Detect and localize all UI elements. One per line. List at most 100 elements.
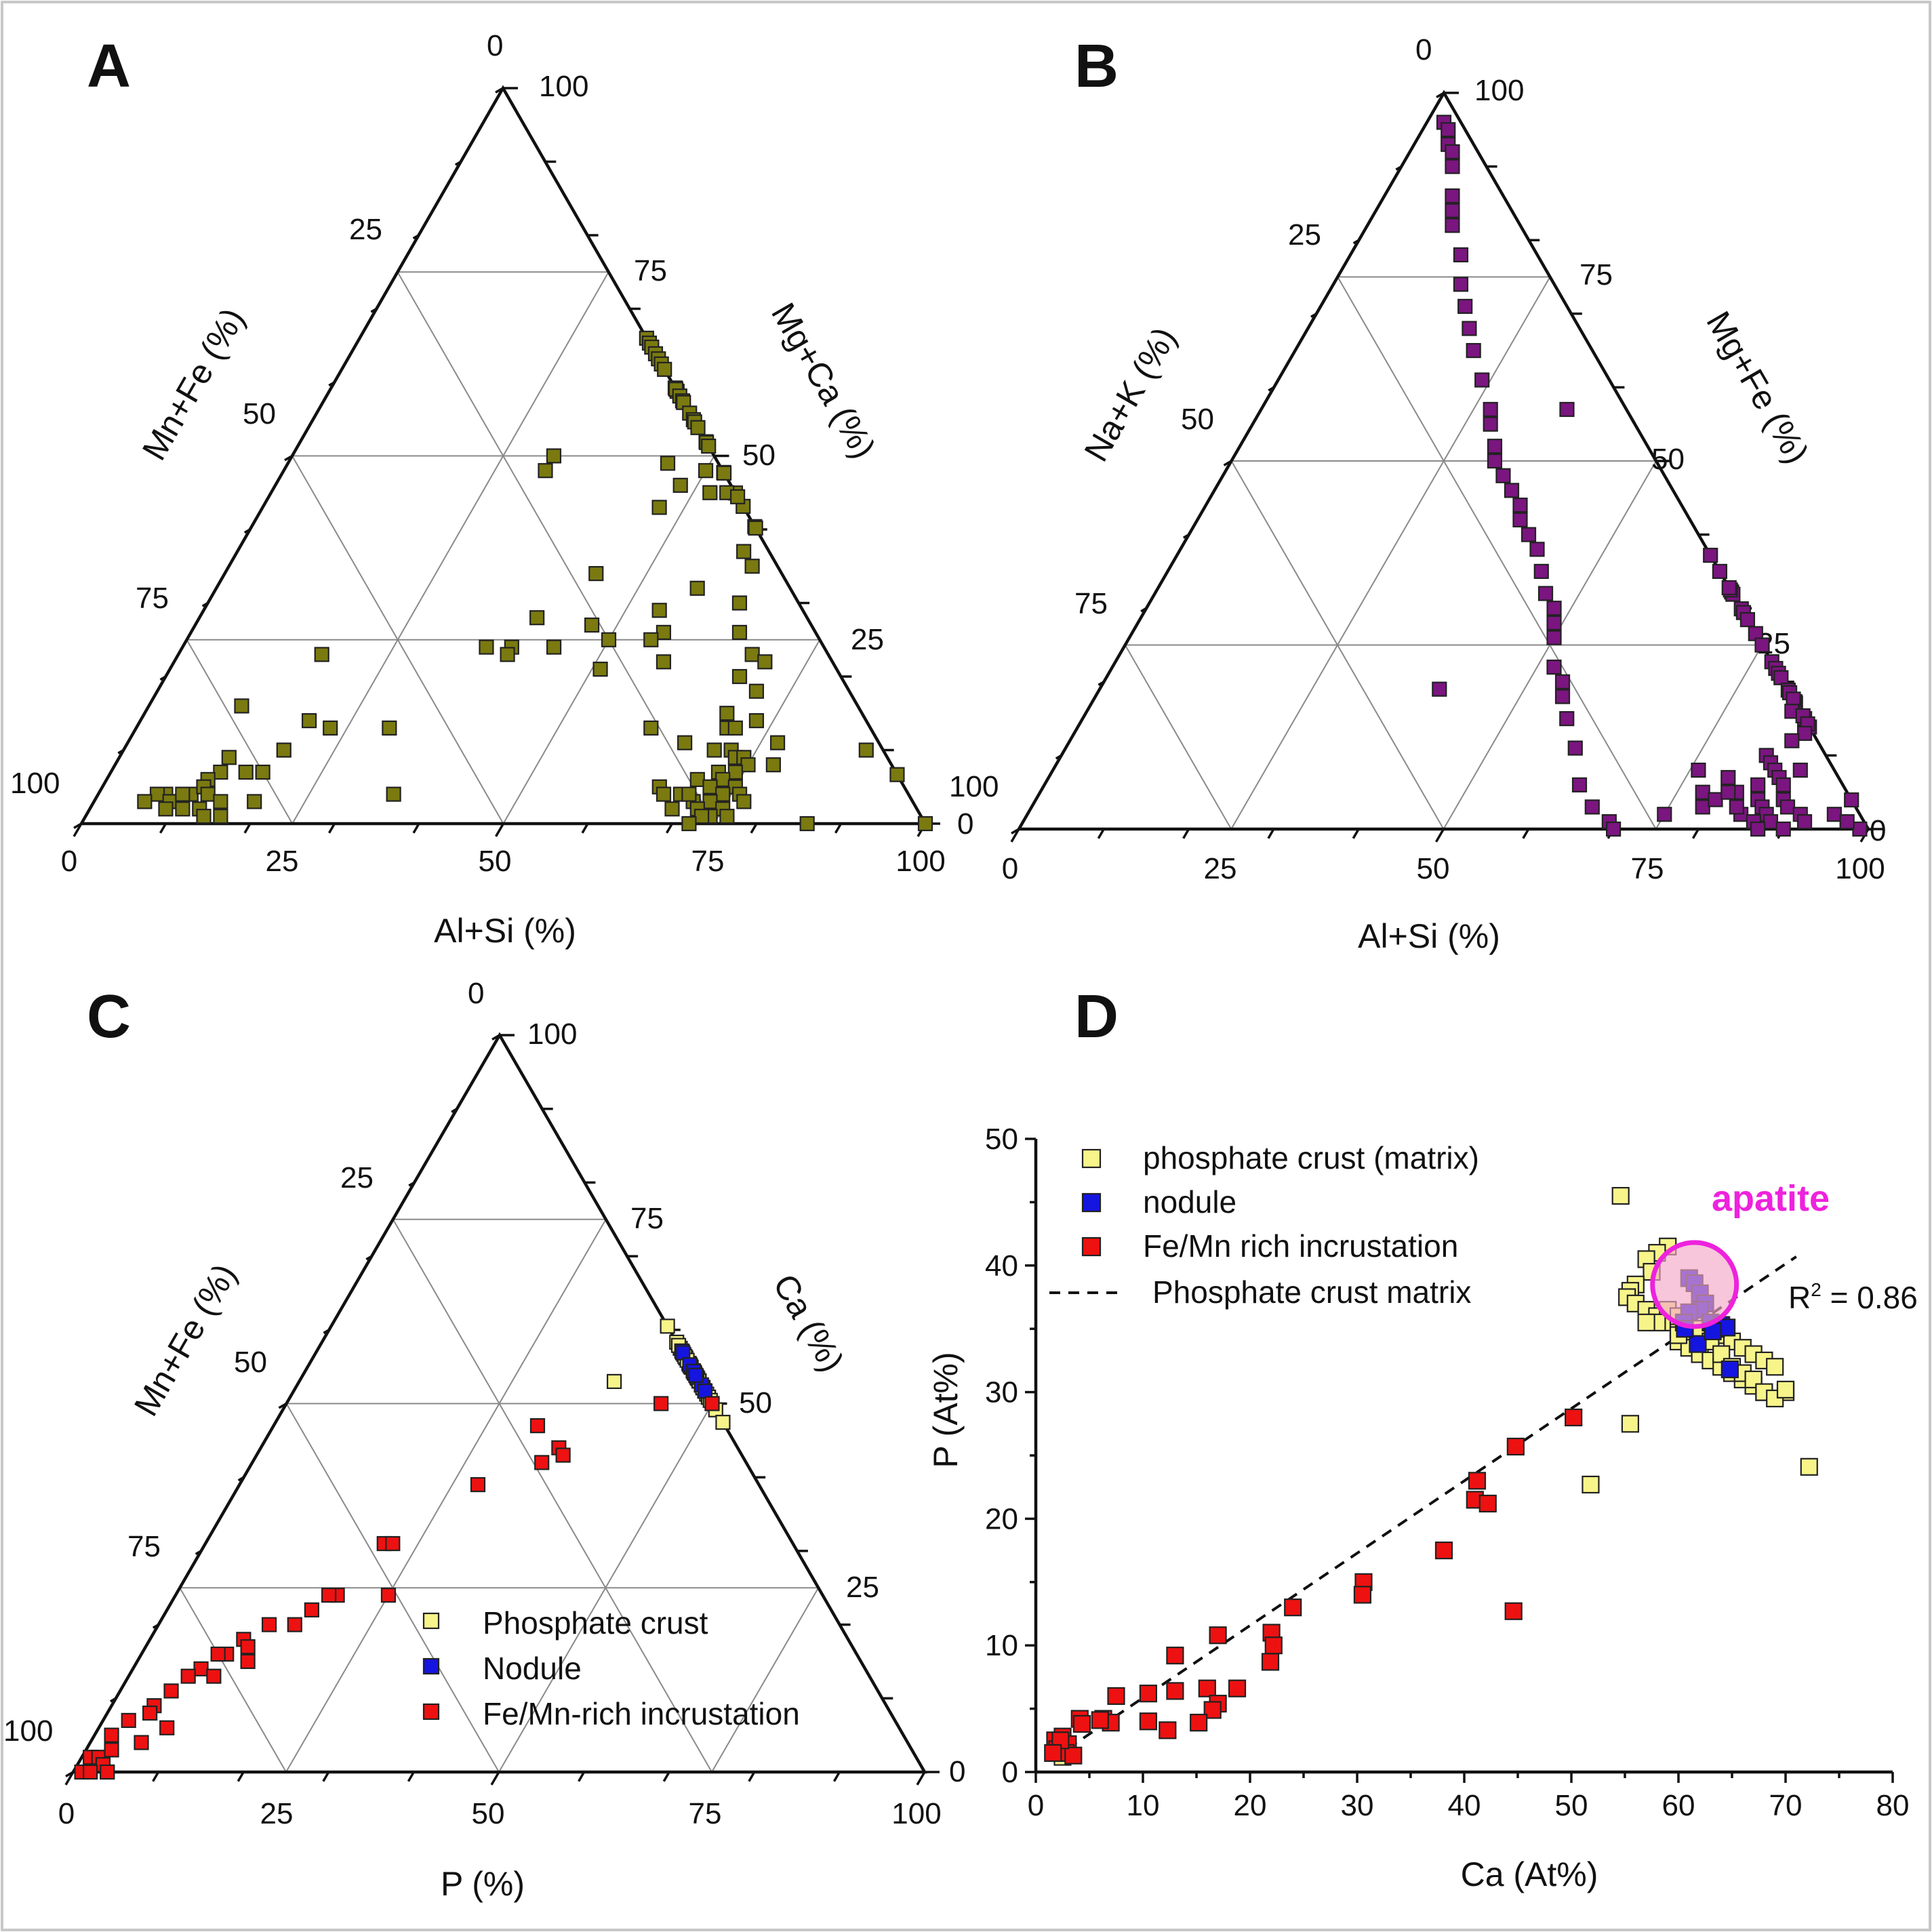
tick-label: 0 xyxy=(61,845,77,878)
axis-tick xyxy=(1434,828,1445,843)
data-point xyxy=(529,610,545,626)
tick-label: 0 xyxy=(1002,852,1018,885)
x-tick-label: 60 xyxy=(1662,1789,1695,1822)
y-tick-label: 40 xyxy=(985,1249,1018,1283)
data-point xyxy=(175,786,190,802)
data-point xyxy=(1546,615,1562,631)
data-point-yellow xyxy=(1637,1313,1655,1331)
data-point xyxy=(386,786,401,802)
data-point-yellow xyxy=(1621,1415,1639,1433)
grid-line xyxy=(392,1219,712,1773)
data-point xyxy=(1554,674,1571,689)
axis-tick xyxy=(451,1108,458,1113)
data-point-yellow xyxy=(1766,1358,1784,1376)
data-point xyxy=(1567,740,1583,756)
axis-tick xyxy=(278,1402,287,1409)
legend-marker-nodule xyxy=(422,1657,440,1675)
data-point-red xyxy=(1353,1586,1372,1604)
data-point xyxy=(546,639,562,655)
data-point xyxy=(1852,821,1868,837)
legend-label: phosphate crust (matrix) xyxy=(1143,1140,1479,1175)
axis-tick xyxy=(159,823,167,834)
data-point xyxy=(588,565,604,582)
data-point-red xyxy=(210,1646,226,1662)
data-point-yellow xyxy=(606,1373,622,1389)
axis-tick xyxy=(494,823,505,837)
y-tick-label: 50 xyxy=(985,1123,1018,1156)
data-point-blue xyxy=(688,1367,704,1383)
tick-label: 75 xyxy=(136,582,169,615)
tick-label: 100 xyxy=(3,1714,53,1748)
data-point-red xyxy=(287,1617,302,1632)
y-tick-label: 30 xyxy=(985,1376,1018,1409)
data-point xyxy=(744,647,760,662)
data-point xyxy=(1773,670,1789,685)
axis-tick xyxy=(1352,828,1360,839)
tick-label: 0 xyxy=(468,977,484,1010)
legend-label: Phosphate crust xyxy=(483,1605,708,1641)
data-point xyxy=(744,559,760,574)
data-point xyxy=(1466,343,1481,359)
data-point xyxy=(727,764,743,780)
data-point xyxy=(1826,807,1842,822)
tick-label: 100 xyxy=(895,845,945,878)
data-point xyxy=(247,794,262,809)
x-tick-label: 70 xyxy=(1769,1789,1803,1822)
data-point-red xyxy=(380,1588,397,1603)
data-point xyxy=(657,361,672,377)
data-point xyxy=(651,603,667,618)
data-point xyxy=(702,794,718,809)
axis-tick xyxy=(327,823,336,834)
axis-tick xyxy=(201,601,209,607)
axis-tick xyxy=(365,1255,373,1261)
data-point xyxy=(196,809,212,824)
axis-tick xyxy=(1097,828,1105,839)
axis-tick xyxy=(1182,534,1190,539)
data-point xyxy=(1559,710,1575,727)
legend-marker-nodule xyxy=(1081,1192,1102,1213)
data-point-red xyxy=(1190,1714,1208,1732)
data-point-red xyxy=(1166,1647,1184,1665)
axis-tick xyxy=(243,823,251,834)
axis-tick xyxy=(1182,828,1190,839)
axis-tick xyxy=(1268,386,1275,392)
data-point-red xyxy=(142,1705,158,1721)
data-point-red xyxy=(134,1735,149,1750)
axis-tick xyxy=(495,87,504,94)
data-point xyxy=(1445,144,1460,159)
data-point xyxy=(1537,586,1554,601)
tick-label: 50 xyxy=(742,439,776,472)
data-point-red xyxy=(206,1668,222,1684)
data-point xyxy=(1729,799,1744,815)
data-point xyxy=(643,720,659,736)
data-point-red xyxy=(1064,1746,1083,1765)
data-point xyxy=(500,647,515,662)
data-point xyxy=(689,771,705,788)
axis-tick xyxy=(1522,828,1530,839)
tick-label: 25 xyxy=(1204,852,1237,885)
data-point xyxy=(1453,247,1469,263)
data-point-red xyxy=(1107,1687,1125,1706)
data-point xyxy=(1839,814,1855,830)
axis-tick xyxy=(195,1550,202,1556)
axis-tick xyxy=(491,1034,500,1041)
data-point-red xyxy=(653,1396,669,1411)
axis-tick xyxy=(370,307,378,313)
data-point xyxy=(301,712,317,729)
tick-label: 0 xyxy=(1415,33,1432,66)
tick-label: 50 xyxy=(1417,852,1450,885)
grid-line xyxy=(291,271,609,824)
legend-marker-phosphate-crust xyxy=(422,1612,440,1630)
r-squared-annotation: R2 = 0.86 xyxy=(1788,1279,1918,1315)
axis-tick xyxy=(834,823,843,834)
axis-tick xyxy=(64,1771,75,1786)
data-point xyxy=(1529,542,1545,557)
data-point xyxy=(1796,814,1813,830)
tick-label: 75 xyxy=(127,1530,161,1563)
data-point xyxy=(690,420,706,435)
data-point xyxy=(1445,159,1460,174)
data-point xyxy=(234,698,249,714)
axis-tick xyxy=(1098,681,1105,686)
